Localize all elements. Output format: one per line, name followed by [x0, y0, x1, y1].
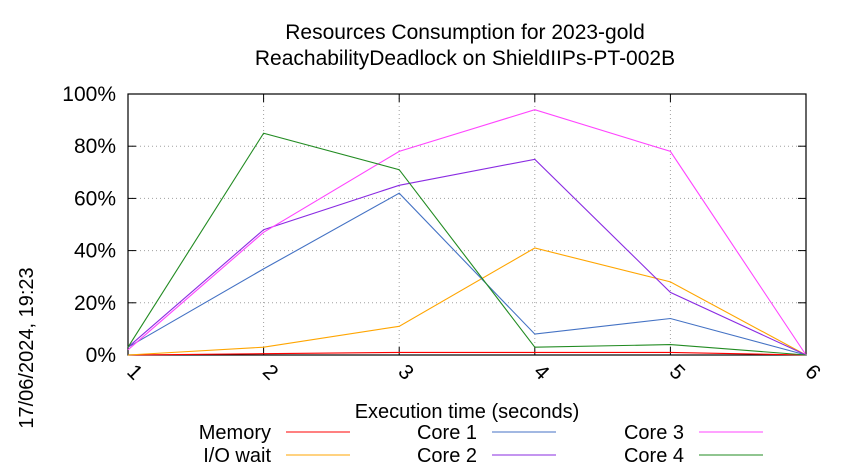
- x-tick-label: 3: [394, 360, 419, 385]
- x-tick-label: 1: [122, 360, 147, 385]
- series-line-memory: [127, 351, 807, 356]
- y-tick-label: 40%: [74, 240, 116, 263]
- y-tick-label: 20%: [74, 292, 116, 315]
- series-line-core-2: [127, 158, 807, 356]
- series-line-core-3: [127, 109, 807, 356]
- legend-label: I/O wait: [203, 445, 271, 467]
- legend-label: Memory: [199, 422, 271, 444]
- y-tick-label: 0%: [86, 344, 116, 367]
- series-line-core-1: [127, 192, 807, 356]
- series-line-core-4: [127, 132, 807, 356]
- y-tick-label: 100%: [62, 83, 116, 106]
- series-lines: [127, 109, 807, 356]
- x-axis-ticks: 1 2 3 4 5 6: [122, 94, 825, 385]
- timestamp-label: 17/06/2024, 19:23: [16, 267, 38, 428]
- y-tick-label: 60%: [74, 187, 116, 210]
- x-tick-label: 6: [800, 360, 825, 385]
- plot-frame: [127, 93, 807, 356]
- grid: [128, 94, 806, 355]
- series-line-i-o-wait: [127, 247, 807, 356]
- chart-subtitle: ReachabilityDeadlock on ShieldIIPs-PT-00…: [255, 47, 675, 70]
- chart-title: Resources Consumption for 2023-gold: [285, 21, 645, 44]
- legend-label: Core 2: [417, 445, 477, 467]
- legend-label: Core 1: [417, 422, 477, 444]
- x-tick-label: 4: [529, 360, 554, 385]
- x-tick-label: 5: [665, 360, 690, 385]
- y-axis-ticks: 0% 20% 40% 60% 80% 100%: [62, 83, 806, 367]
- y-tick-label: 80%: [74, 135, 116, 158]
- legend-label: Core 3: [624, 422, 684, 444]
- x-tick-label: 2: [258, 360, 283, 385]
- legend-label: Core 4: [624, 445, 684, 467]
- x-axis-label: Execution time (seconds): [355, 401, 580, 423]
